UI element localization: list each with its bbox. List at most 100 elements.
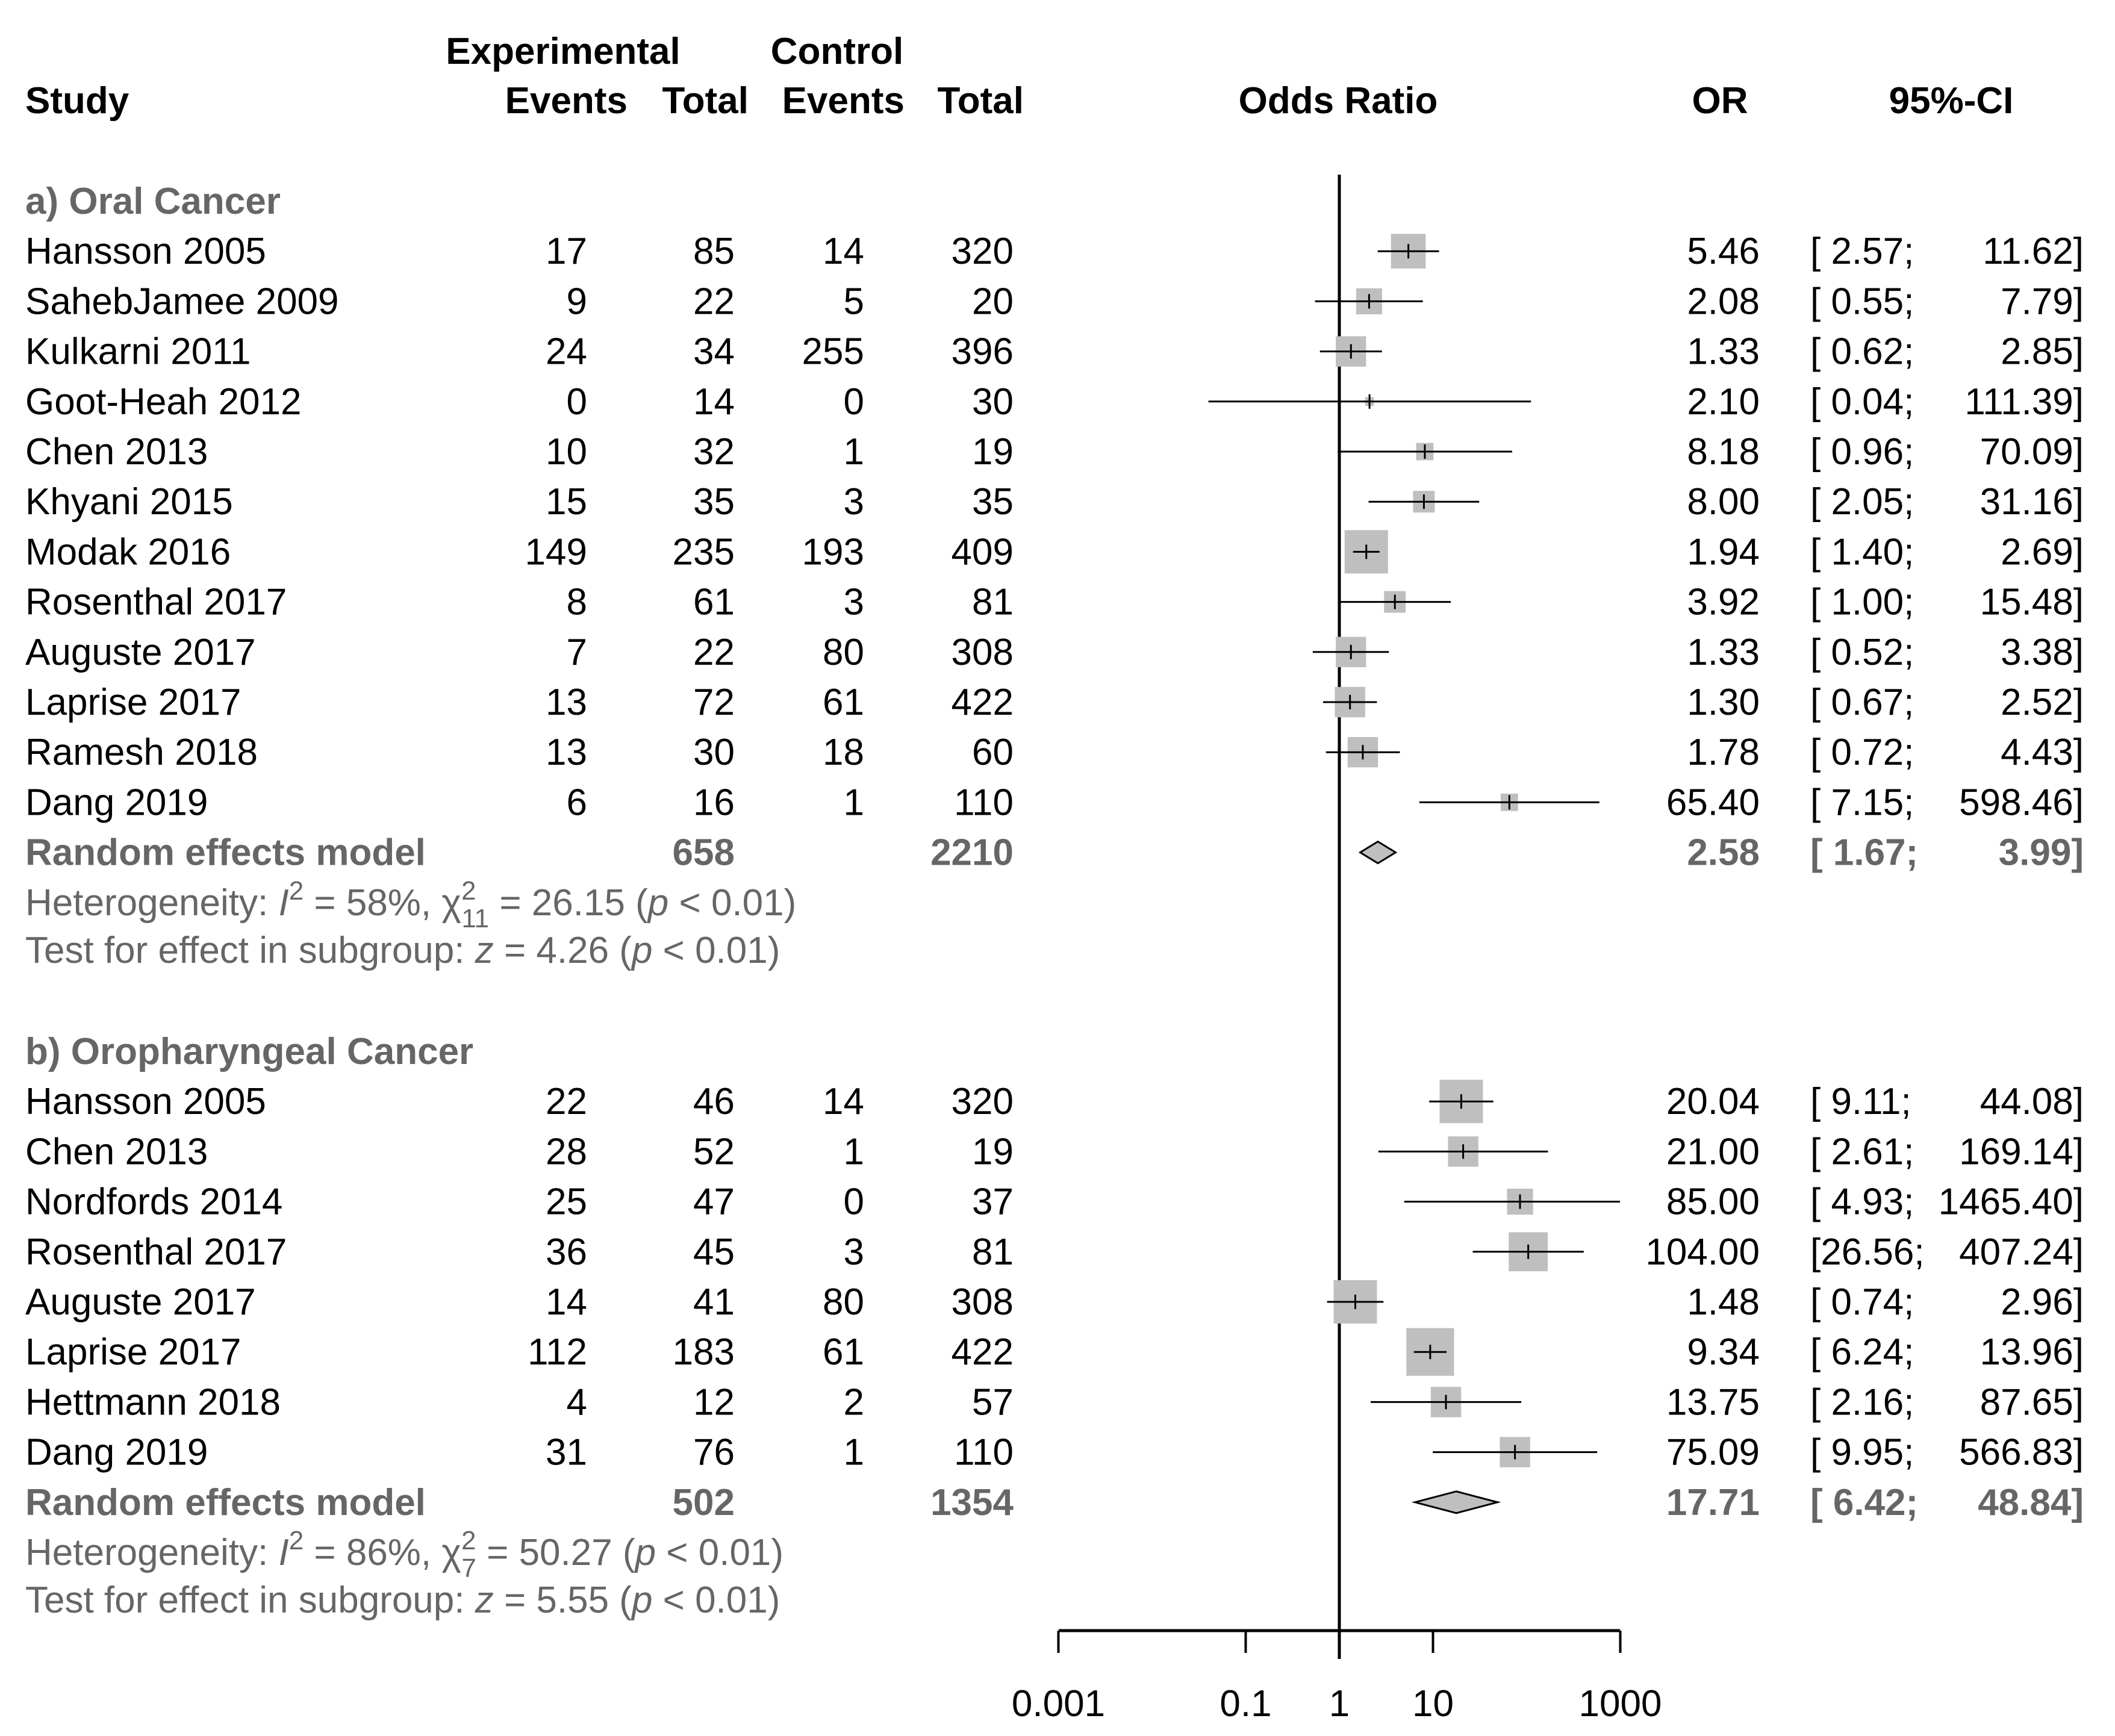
ci-upper: 7.79] [2001,281,2084,322]
ci-lower: [ 2.16; [1810,1381,1914,1423]
study-row: Auguste 2017 14 41 80 308 1.48 [ 0.74; 2.96] [25,1280,2084,1324]
ctrl-events: 1 [844,1131,864,1172]
test-p-value: < 0.01) [652,930,780,971]
exp-total: 52 [693,1131,735,1172]
ci-lower: [26.56; [1810,1231,1925,1273]
ci-upper: 2.69] [2001,531,2084,573]
exp-events: 8 [567,582,587,623]
ci-upper: 2.85] [2001,331,2084,373]
study-name: Modak 2016 [25,531,231,573]
header-odds-ratio: Odds Ratio [1239,80,1438,122]
study-name: Dang 2019 [25,782,208,823]
ctrl-events: 80 [823,632,864,673]
test-z: z [475,1579,494,1621]
header-control: Control [771,31,903,72]
study-row: Hansson 2005 17 85 14 320 5.46 [ 2.57; 11.62] [25,231,2084,272]
test-prefix: Test for effect in subgroup: [25,930,475,971]
ctrl-events: 61 [823,1331,864,1373]
or-value: 85.00 [1666,1181,1760,1223]
ci-lower: [ 1.40; [1810,531,1914,573]
ci-lower: [ 9.95; [1810,1432,1914,1473]
ctrl-events: 1 [844,1432,864,1473]
study-name: Khyani 2015 [25,481,233,523]
ci-upper: 3.38] [2001,632,2084,673]
x-tick-label: 0.001 [1012,1683,1105,1725]
ctrl-total: 35 [972,481,1014,523]
het-p: p [634,1532,656,1573]
or-value: 21.00 [1666,1131,1760,1172]
ctrl-total: 320 [952,231,1014,272]
study-name: Rosenthal 2017 [25,582,287,623]
study-name: Goot-Heah 2012 [25,381,301,423]
study-row: Hansson 2005 22 46 14 320 20.04 [ 9.11; 44.08] [25,1080,2084,1124]
heterogeneity-text: Heterogeneity: I2 = 86%, χ2 7 = 50.27 (p … [25,1526,783,1583]
exp-events: 112 [528,1331,587,1373]
study-row: Nordfords 2014 25 47 0 37 85.00 [ 4.93; 1465.40… [25,1181,2084,1223]
study-name: Kulkarni 2011 [25,331,251,373]
summary-row: Random effects model 658 2210 2.58 [ 1.67; 3.… [25,832,2084,874]
ctrl-total: 320 [952,1081,1014,1122]
het-chi-sub: 7 [461,1554,476,1583]
ctrl-events: 255 [802,331,864,373]
study-name: Nordfords 2014 [25,1181,282,1223]
study-name: Hansson 2005 [25,1081,266,1122]
or-value: 2.08 [1687,281,1760,322]
exp-total: 41 [693,1281,735,1323]
het-p-value: < 0.01) [656,1532,783,1573]
ci-upper: 4.43] [2001,732,2084,773]
study-name: Hansson 2005 [25,231,266,272]
het-p-value: < 0.01) [668,882,796,924]
ctrl-events: 3 [844,481,864,523]
study-name: Auguste 2017 [25,632,256,673]
x-tick-label: 0.1 [1219,1683,1271,1725]
exp-events: 6 [567,782,587,823]
summary-label: Random effects model [25,1482,426,1523]
het-chi-sup: 2 [461,1526,476,1555]
exp-total: 32 [693,431,735,473]
exp-total: 47 [693,1181,735,1223]
ctrl-total: 57 [972,1381,1014,1423]
exp-events: 25 [546,1181,587,1223]
ctrl-total: 308 [952,632,1014,673]
or-value: 65.40 [1666,782,1760,823]
ctrl-total: 110 [954,782,1014,823]
or-value: 1.33 [1687,331,1760,373]
or-value: 104.00 [1645,1231,1760,1273]
or-value: 8.00 [1687,481,1760,523]
or-value: 3.92 [1687,582,1760,623]
exp-total: 35 [693,481,735,523]
exp-events: 24 [546,331,587,373]
ctrl-events: 2 [844,1381,864,1423]
summary-label: Random effects model [25,832,426,874]
study-row: Rosenthal 2017 36 45 3 81 104.00 [26.56; 407.24… [25,1231,2084,1273]
ctrl-events: 5 [844,281,864,322]
ci-lower: [ 0.72; [1810,732,1914,773]
exp-events: 7 [567,632,587,673]
ctrl-total: 81 [972,582,1014,623]
ci-upper: 1465.40] [1939,1181,2084,1223]
exp-total: 235 [673,531,735,573]
test-p: p [631,1579,652,1621]
exp-events: 31 [546,1432,587,1473]
ctrl-total: 409 [952,531,1014,573]
exp-total: 46 [693,1081,735,1122]
or-value: 1.33 [1687,632,1760,673]
study-row: Dang 2019 31 76 1 110 75.09 [ 9.95; 566.83] [25,1432,2084,1473]
ctrl-events: 0 [844,1181,864,1223]
summary-ctrl-total: 2210 [930,832,1014,874]
ci-lower: [ 6.24; [1810,1331,1914,1373]
header-ctrl-events: Events [782,80,905,122]
ci-lower: [ 0.04; [1810,381,1914,423]
study-row: Ramesh 2018 13 30 18 60 1.78 [ 0.72; 4.43] [25,732,2084,773]
or-value: 13.75 [1666,1381,1760,1423]
study-row: Rosenthal 2017 8 61 3 81 3.92 [ 1.00; 15.48] [25,582,2084,623]
exp-total: 22 [693,632,735,673]
study-name: Hettmann 2018 [25,1381,281,1423]
ci-upper: 70.09] [1980,431,2084,473]
ci-upper: 598.46] [1959,782,2084,823]
exp-total: 34 [693,331,735,373]
or-value: 75.09 [1666,1432,1760,1473]
exp-events: 0 [567,381,587,423]
het-chi: χ [441,1532,461,1573]
het-i-sup: 2 [289,1526,304,1555]
